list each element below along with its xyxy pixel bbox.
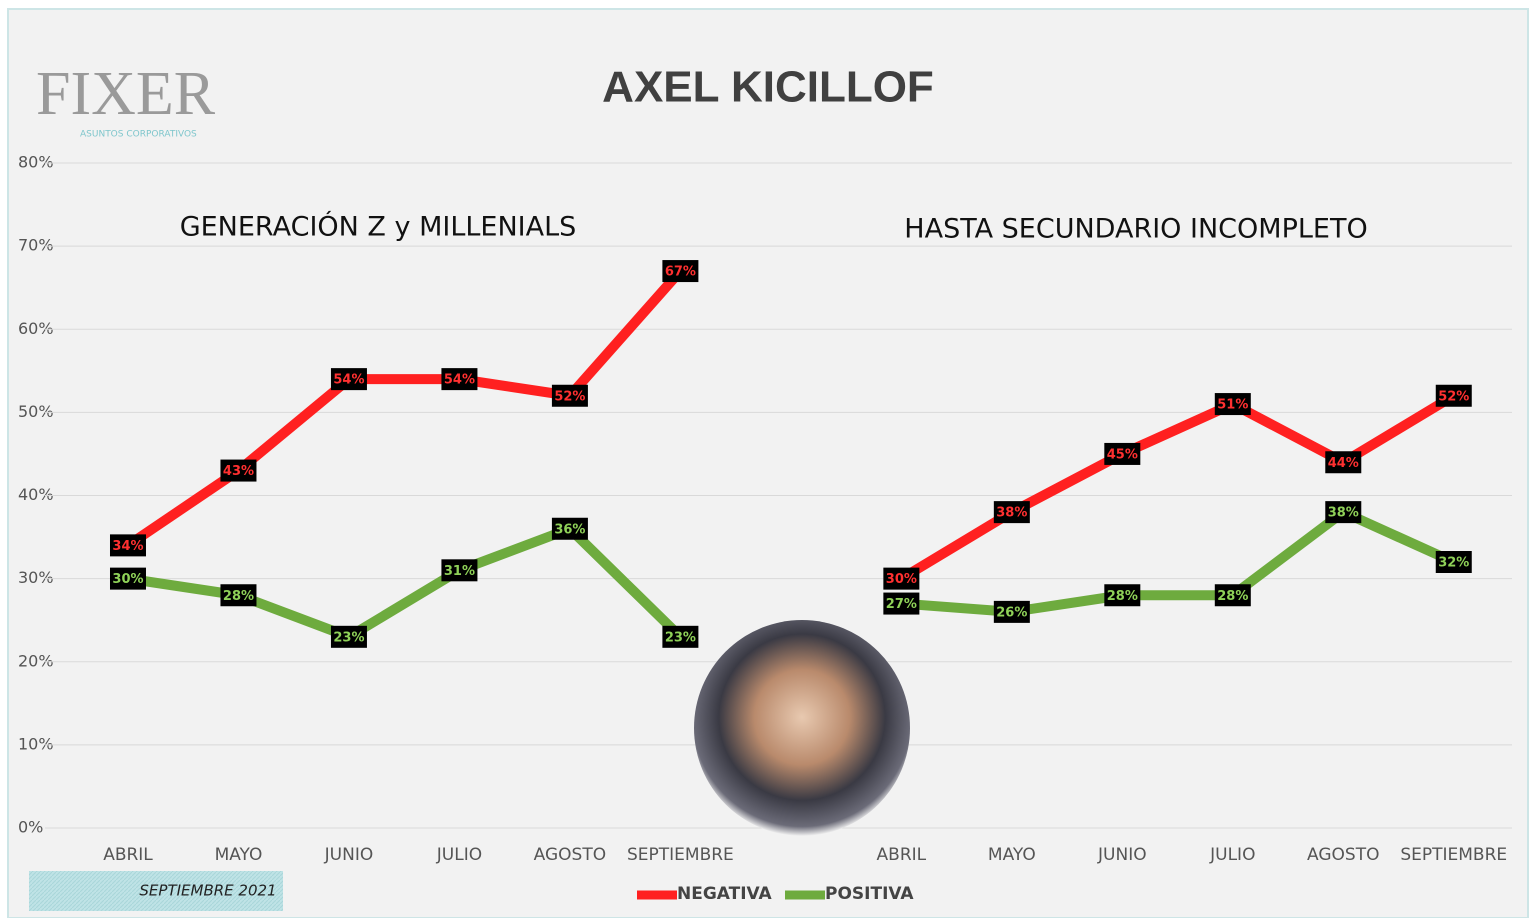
data-label: 28%	[223, 589, 254, 604]
data-label: 27%	[886, 597, 917, 612]
data-label-box	[883, 567, 920, 590]
data-label-box	[1325, 451, 1362, 474]
data-label-box	[551, 517, 588, 540]
x-tick-label: ABRIL	[103, 845, 153, 865]
x-tick-label: ABRIL	[877, 845, 927, 865]
data-label-box	[1214, 393, 1251, 416]
x-tick-label: AGOSTO	[1307, 845, 1379, 865]
data-label-box	[441, 368, 478, 391]
line	[127, 507, 1456, 642]
footer: SEPTIEMBRE 2021	[139, 882, 276, 900]
data-label-box	[1214, 584, 1251, 607]
line	[125, 267, 1457, 583]
data-label: 52%	[554, 389, 585, 404]
data-label: 38%	[1328, 506, 1359, 521]
data-label-box	[441, 559, 478, 582]
data-label: 51%	[1217, 398, 1248, 413]
y-tick-label: 60%	[18, 319, 54, 338]
data-label: 26%	[996, 605, 1027, 620]
chart-title: AXEL KICILLOF	[602, 63, 934, 112]
logo-subtitle: ASUNTOS CORPORATIVOS	[80, 130, 197, 140]
x-tick-label: AGOSTO	[534, 845, 606, 865]
panel-title: HASTA SECUNDARIO INCOMPLETO	[904, 214, 1367, 245]
data-label: 45%	[1107, 447, 1138, 462]
x-tick-label: MAYO	[215, 845, 263, 865]
y-tick-label: 0%	[18, 818, 43, 837]
data-label-box	[330, 625, 367, 648]
data-label: 67%	[665, 265, 696, 280]
data-label-box	[662, 260, 699, 283]
data-label-box	[662, 625, 699, 648]
data-label-box	[993, 600, 1030, 623]
data-label: 38%	[996, 506, 1027, 521]
footer-box	[29, 871, 283, 911]
y-tick-label: 30%	[18, 568, 54, 587]
legend-label: NEGATIVA	[677, 884, 773, 904]
x-tick-label: JUNIO	[324, 845, 374, 865]
panel-title: GENERACIÓN Z y MILLENIALS	[180, 211, 577, 243]
data-label: 43%	[223, 464, 254, 479]
data-label: 32%	[1438, 556, 1469, 571]
data-label-box	[330, 368, 367, 391]
photo	[694, 620, 910, 836]
data-label-box	[993, 501, 1030, 524]
data-label: 54%	[444, 373, 475, 388]
data-label: 36%	[554, 522, 585, 537]
data-label: 52%	[1438, 389, 1469, 404]
y-tick-label: 10%	[18, 734, 54, 753]
x-tick-label: MAYO	[988, 845, 1036, 865]
data-label: 34%	[112, 539, 143, 554]
y-tick-label: 80%	[18, 153, 54, 172]
data-label: 31%	[444, 564, 475, 579]
data-label: 54%	[333, 373, 364, 388]
data-label-box	[1325, 501, 1362, 524]
y-tick-label: 50%	[18, 402, 54, 421]
data-label-box	[109, 534, 146, 557]
data-label-box	[1435, 384, 1472, 407]
data-label: 44%	[1328, 456, 1359, 471]
x-tick-label: SEPTIEMBRE	[627, 845, 734, 865]
y-tick-label: 20%	[18, 651, 54, 670]
data-label-box	[109, 567, 146, 590]
data-label-box	[1104, 584, 1141, 607]
legend-label: POSITIVA	[825, 884, 914, 904]
data-label: 28%	[1107, 589, 1138, 604]
x-tick-label: JUNIO	[1097, 845, 1147, 865]
data-label: 28%	[1217, 589, 1248, 604]
y-tick-label: 40%	[18, 485, 54, 504]
x-tick-label: SEPTIEMBRE	[1400, 845, 1507, 865]
data-label: 30%	[886, 572, 917, 587]
data-label-box	[220, 459, 257, 482]
data-label: 30%	[112, 572, 143, 587]
data-label-box	[883, 592, 920, 615]
data-label-box	[1435, 551, 1472, 573]
data-label-box	[220, 584, 257, 607]
x-tick-label: JULIO	[1209, 845, 1255, 865]
data-label: 23%	[333, 630, 364, 645]
y-tick-label: 70%	[18, 236, 54, 255]
logo: FIXER	[36, 60, 216, 128]
x-tick-label: JULIO	[436, 845, 482, 865]
data-label: 23%	[665, 630, 696, 645]
data-label-box	[551, 384, 588, 407]
data-label-box	[1104, 442, 1141, 465]
